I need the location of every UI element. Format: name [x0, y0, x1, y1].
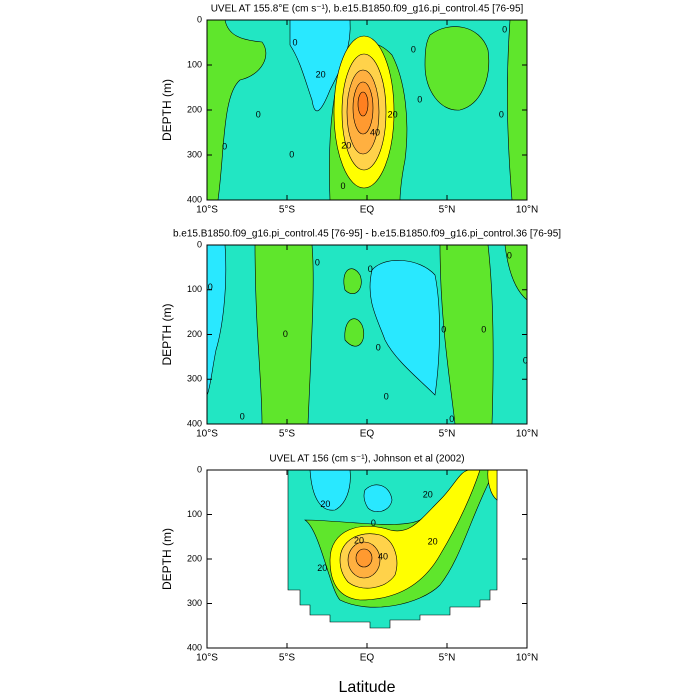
x-tick-label: 5°S	[279, 653, 296, 664]
y-tick-label: 300	[187, 598, 202, 608]
x-tick-label: EQ	[360, 653, 375, 664]
y-tick-label: 400	[187, 418, 202, 428]
y-tick-label: 100	[187, 509, 202, 519]
chart-title: b.e15.B1850.f09_g16.pi_control.45 [76-95…	[173, 229, 561, 240]
contour-label: 0	[502, 24, 507, 34]
contour-label: 0	[441, 324, 446, 334]
x-tick-label: 10°N	[516, 429, 538, 440]
y-axis-label: DEPTH (m)	[160, 79, 174, 141]
y-tick-label: 400	[187, 642, 202, 652]
x-tick-label: 10°S	[196, 205, 218, 216]
contour-label: 0	[411, 45, 416, 55]
y-tick-label: 300	[187, 374, 202, 384]
contour-label: 0	[256, 109, 261, 119]
contour-label: 0	[481, 324, 486, 334]
contour-label: 20	[317, 563, 327, 573]
contour-label: 0	[417, 94, 422, 104]
x-tick-label: 10°N	[516, 205, 538, 216]
contour-label: 20	[428, 536, 438, 546]
contour-label: 20	[320, 499, 330, 509]
y-tick-label: 100	[187, 59, 202, 69]
x-tick-label: EQ	[360, 429, 375, 440]
y-tick-label: 400	[187, 194, 202, 204]
contour-label: 20	[341, 140, 351, 150]
x-tick-label: 10°S	[196, 429, 218, 440]
y-axis-label: DEPTH (m)	[160, 304, 174, 366]
contour-label: 0	[507, 251, 512, 261]
contour-label: 0	[384, 392, 389, 402]
x-tick-label: 5°N	[439, 429, 456, 440]
y-tick-label: 200	[187, 329, 202, 339]
contour-label: 20	[316, 69, 326, 79]
contour-label: 20	[388, 109, 398, 119]
x-tick-label: 10°N	[516, 653, 538, 664]
x-tick-label: 5°N	[439, 653, 456, 664]
contour-label: 0	[315, 257, 320, 267]
y-tick-label: 100	[187, 284, 202, 294]
contour-label: 0	[499, 109, 504, 119]
y-tick-label: 0	[197, 464, 202, 474]
y-tick-label: 0	[197, 239, 202, 249]
x-tick-label: EQ	[360, 205, 375, 216]
contour-label: 0	[523, 356, 528, 366]
x-tick-label: 5°S	[279, 205, 296, 216]
contour-label: 0	[283, 329, 288, 339]
contour-label: 0	[449, 414, 454, 424]
contour-label: 0	[240, 412, 245, 422]
y-axis-label: DEPTH (m)	[160, 528, 174, 590]
y-tick-label: 0	[197, 14, 202, 24]
y-tick-label: 200	[187, 104, 202, 114]
x-tick-label: 5°S	[279, 429, 296, 440]
contour-fill	[206, 244, 528, 425]
y-tick-label: 200	[187, 553, 202, 563]
contour-label: 40	[370, 127, 380, 137]
contour-label: 0	[222, 141, 227, 151]
x-tick-label: 5°N	[439, 205, 456, 216]
contour-label: 20	[354, 536, 364, 546]
contour-fill	[287, 469, 498, 629]
contour-label: 0	[368, 264, 373, 274]
contour-label: 0	[371, 518, 376, 528]
chart-title: UVEL AT 155.8°E (cm s⁻¹), b.e15.B1850.f0…	[211, 4, 524, 15]
contour-label: 40	[378, 552, 388, 562]
contour-label: 0	[292, 37, 297, 47]
contour-label: 0	[289, 149, 294, 159]
x-axis-label: Latitude	[339, 679, 396, 696]
contour-label: 20	[423, 489, 433, 499]
contour-label: 0	[340, 181, 345, 191]
y-tick-label: 300	[187, 149, 202, 159]
chart-title: UVEL AT 156 (cm s⁻¹), Johnson et al (200…	[269, 454, 464, 465]
contour-label: 0	[208, 282, 213, 292]
x-tick-label: 10°S	[196, 653, 218, 664]
contour-label: 0	[376, 342, 381, 352]
